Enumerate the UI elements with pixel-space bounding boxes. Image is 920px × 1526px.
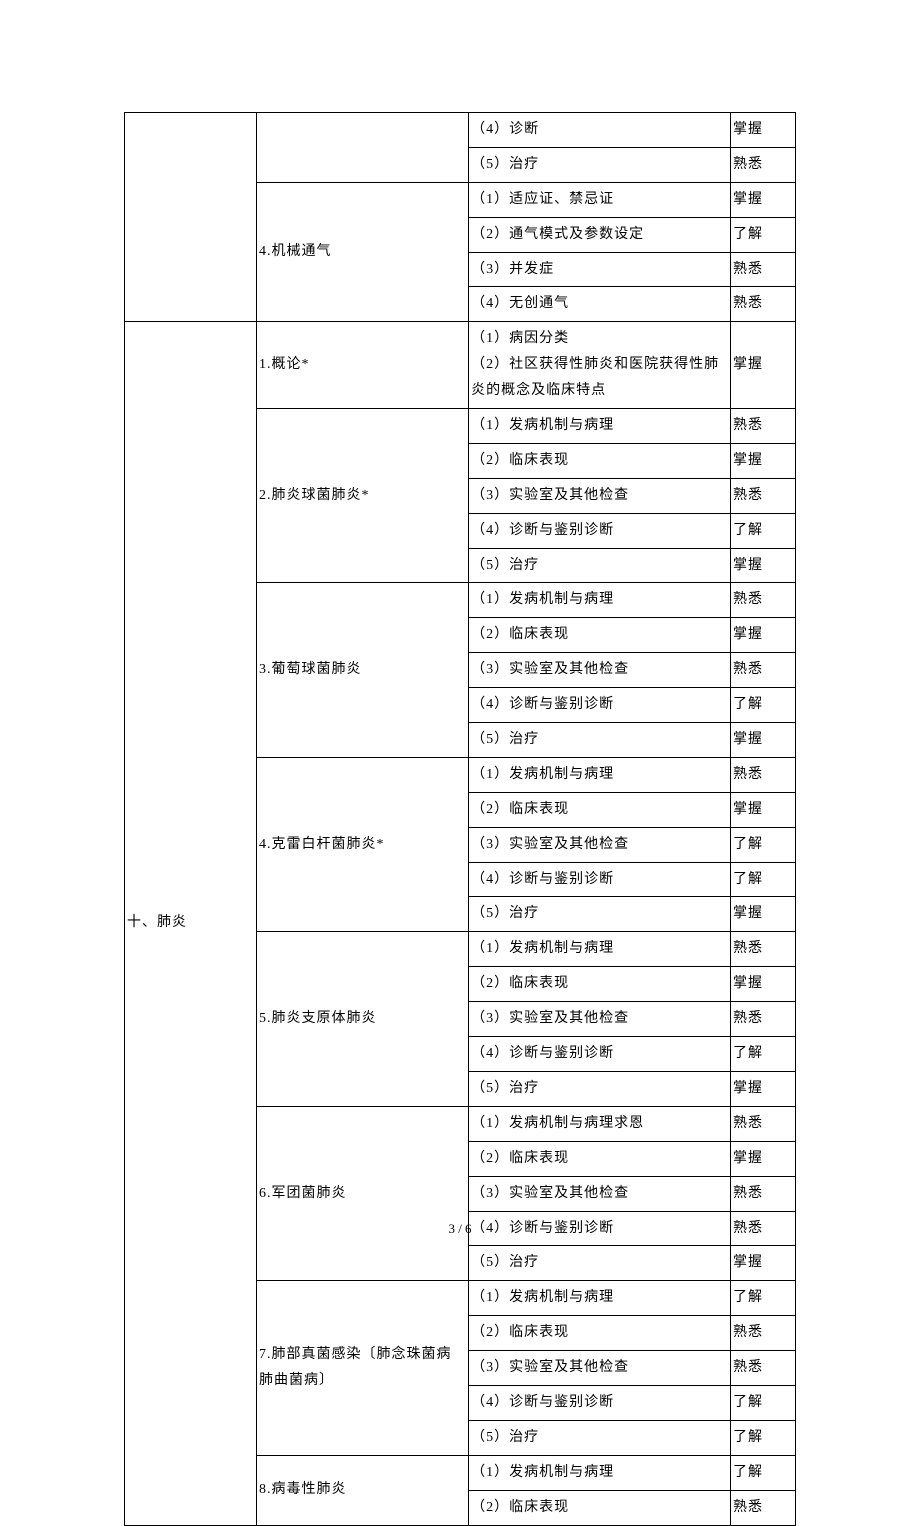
level-cell: 熟悉 (731, 147, 796, 182)
category-cell-blank (125, 113, 257, 322)
item-cell: （1）发病机制与病理 (469, 757, 731, 792)
item-cell: （5）治疗 (469, 1420, 731, 1455)
item-cell: （5）治疗 (469, 723, 731, 758)
topic-cell: 3.葡萄球菌肺炎 (256, 583, 468, 757)
item-cell: （4）诊断与鉴别诊断 (469, 688, 731, 723)
level-cell: 掌握 (731, 548, 796, 583)
level-cell: 熟悉 (731, 757, 796, 792)
level-cell: 了解 (731, 1420, 796, 1455)
item-cell: （1）发病机制与病理 (469, 409, 731, 444)
page-container: （4）诊断 掌握 （5）治疗 熟悉 4.机械通气 （1）适应证、禁忌证 掌握 （… (0, 0, 920, 1526)
topic-cell: 5.肺炎支原体肺炎 (256, 932, 468, 1106)
syllabus-table: （4）诊断 掌握 （5）治疗 熟悉 4.机械通气 （1）适应证、禁忌证 掌握 （… (124, 112, 796, 1526)
level-cell: 了解 (731, 1385, 796, 1420)
item-cell: （5）治疗 (469, 548, 731, 583)
level-cell: 熟悉 (731, 1351, 796, 1386)
category-cell: 十、肺炎 (125, 322, 257, 1525)
item-cell: （4）诊断与鉴别诊断 (469, 1385, 731, 1420)
level-cell: 了解 (731, 862, 796, 897)
item-cell-merged: （1）病因分类 （2）社区获得性肺炎和医院获得性肺炎的概念及临床特点 (469, 322, 731, 409)
level-cell: 掌握 (731, 182, 796, 217)
page-number: 3 / 6 (0, 1221, 920, 1237)
item-cell: （3）实验室及其他检查 (469, 653, 731, 688)
level-cell: 掌握 (731, 443, 796, 478)
item-cell: （1）发病机制与病理 (469, 932, 731, 967)
level-cell: 掌握 (731, 1071, 796, 1106)
level-cell: 熟悉 (731, 1002, 796, 1037)
level-cell: 熟悉 (731, 1176, 796, 1211)
item-cell: （1）适应证、禁忌证 (469, 182, 731, 217)
level-cell: 了解 (731, 1455, 796, 1490)
item-cell: （2）临床表现 (469, 1316, 731, 1351)
level-cell: 掌握 (731, 1141, 796, 1176)
item-cell: （4）诊断与鉴别诊断 (469, 513, 731, 548)
item-cell: （5）治疗 (469, 897, 731, 932)
item-cell: （4）诊断 (469, 113, 731, 148)
level-cell: 掌握 (731, 897, 796, 932)
level-cell: 掌握 (731, 113, 796, 148)
level-cell: 掌握 (731, 967, 796, 1002)
topic-cell: 1.概论* (256, 322, 468, 409)
level-cell: 掌握 (731, 792, 796, 827)
item-cell: （1）发病机制与病理求恩 (469, 1106, 731, 1141)
item-cell: （4）诊断与鉴别诊断 (469, 862, 731, 897)
table-body: （4）诊断 掌握 （5）治疗 熟悉 4.机械通气 （1）适应证、禁忌证 掌握 （… (125, 113, 796, 1526)
level-cell: 掌握 (731, 723, 796, 758)
topic-cell: 6.军团菌肺炎 (256, 1106, 468, 1280)
table-row: （4）诊断 掌握 (125, 113, 796, 148)
topic-cell: 4.机械通气 (256, 182, 468, 322)
level-cell: 熟悉 (731, 478, 796, 513)
item-cell: （2）临床表现 (469, 1490, 731, 1525)
level-cell: 掌握 (731, 322, 796, 409)
level-cell: 掌握 (731, 1246, 796, 1281)
level-cell: 熟悉 (731, 1106, 796, 1141)
level-cell: 熟悉 (731, 409, 796, 444)
item-cell: （2）临床表现 (469, 443, 731, 478)
level-cell: 了解 (731, 217, 796, 252)
item-cell: （2）临床表现 (469, 618, 731, 653)
level-cell: 熟悉 (731, 932, 796, 967)
topic-cell: 8.病毒性肺炎 (256, 1455, 468, 1525)
level-cell: 熟悉 (731, 1316, 796, 1351)
item-cell: （3）实验室及其他检查 (469, 478, 731, 513)
item-cell: （3）实验室及其他检查 (469, 1002, 731, 1037)
level-cell: 熟悉 (731, 252, 796, 287)
level-cell: 熟悉 (731, 583, 796, 618)
item-cell: （2）临床表现 (469, 792, 731, 827)
item-cell: （3）实验室及其他检查 (469, 1176, 731, 1211)
item-cell: （2）临床表现 (469, 1141, 731, 1176)
level-cell: 熟悉 (731, 287, 796, 322)
topic-cell: 2.肺炎球菌肺炎* (256, 409, 468, 583)
item-cell: （1）发病机制与病理 (469, 583, 731, 618)
item-cell: （1）发病机制与病理 (469, 1455, 731, 1490)
level-cell: 了解 (731, 1281, 796, 1316)
level-cell: 了解 (731, 688, 796, 723)
topic-cell (256, 113, 468, 183)
level-cell: 了解 (731, 513, 796, 548)
item-cell: （5）治疗 (469, 1246, 731, 1281)
level-cell: 熟悉 (731, 653, 796, 688)
topic-cell: 4.克雷白杆菌肺炎* (256, 757, 468, 931)
item-cell: （3）实验室及其他检查 (469, 827, 731, 862)
item-cell: （3）实验室及其他检查 (469, 1351, 731, 1386)
level-cell: 了解 (731, 827, 796, 862)
topic-cell: 7.肺部真菌感染〔肺念珠菌病肺曲菌病〕 (256, 1281, 468, 1455)
level-cell: 熟悉 (731, 1490, 796, 1525)
level-cell: 了解 (731, 1037, 796, 1072)
item-cell: （1）发病机制与病理 (469, 1281, 731, 1316)
item-cell: （5）治疗 (469, 1071, 731, 1106)
level-cell: 掌握 (731, 618, 796, 653)
item-cell: （4）诊断与鉴别诊断 (469, 1037, 731, 1072)
item-cell: （5）治疗 (469, 147, 731, 182)
item-cell: （4）无创通气 (469, 287, 731, 322)
item-cell: （2）临床表现 (469, 967, 731, 1002)
item-cell: （3）并发症 (469, 252, 731, 287)
item-cell: （2）通气模式及参数设定 (469, 217, 731, 252)
